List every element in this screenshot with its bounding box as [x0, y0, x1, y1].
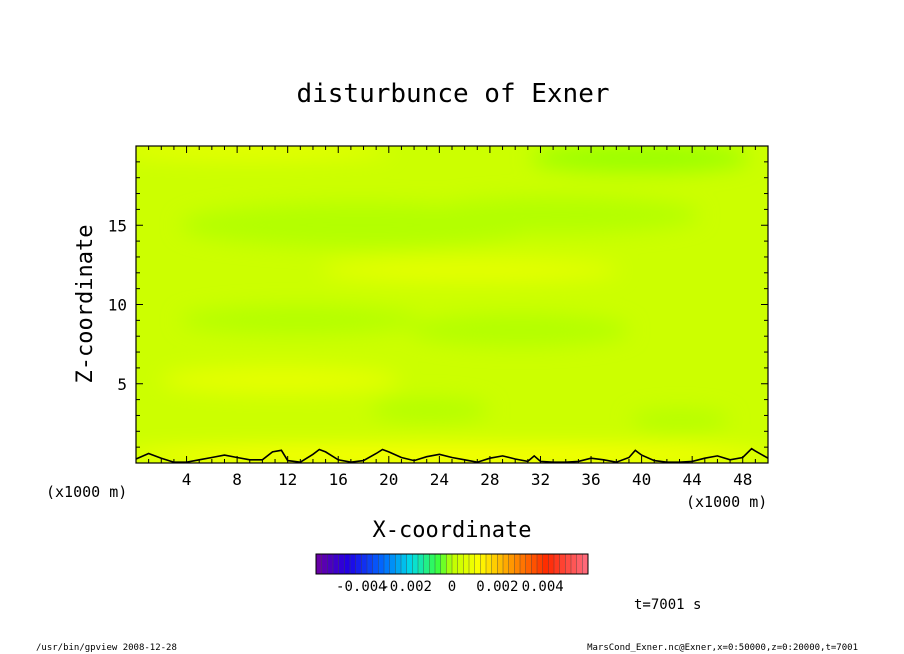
colorbar-cell	[355, 554, 362, 574]
field-patch-low	[410, 314, 630, 346]
colorbar-cell	[571, 554, 577, 574]
colorbar-cell	[333, 554, 339, 574]
colorbar-cell	[338, 554, 345, 574]
plot-area	[136, 146, 768, 463]
colorbar-labels: -0.004-0.002 0 0.002 0.004	[336, 579, 564, 595]
colorbar-cell	[497, 554, 504, 574]
y-tick-label: 15	[108, 216, 127, 235]
colorbar-cell	[350, 554, 356, 574]
colorbar-cell	[480, 554, 487, 574]
x-tick-label: 24	[430, 470, 449, 489]
x-axis-title: X-coordinate	[373, 518, 532, 543]
colorbar-cell	[537, 554, 543, 574]
colorbar-cell	[486, 554, 492, 574]
x-tick-label: 40	[632, 470, 651, 489]
x-tick-label: 16	[329, 470, 348, 489]
field-patch-lower	[530, 146, 750, 172]
colorbar-cell	[344, 554, 351, 574]
field-patch-low	[420, 197, 700, 233]
field-patch-high	[320, 258, 620, 282]
colorbar-cell	[525, 554, 532, 574]
x-axis: 4 8 12 16 20 24 28 32 36 40 44 48	[148, 146, 756, 489]
y-axis-title: Z-coordinate	[73, 225, 98, 384]
colorbar-cell	[514, 554, 521, 574]
y-tick-label: 10	[108, 296, 127, 315]
colorbar-cell	[491, 554, 498, 574]
colorbar-cell	[316, 554, 322, 574]
x-tick-label: 12	[278, 470, 297, 489]
colorbar-cell	[508, 554, 515, 574]
colorbar-cell	[429, 554, 436, 574]
colorbar-cell	[474, 554, 481, 574]
x-tick-label: 44	[683, 470, 702, 489]
colorbar-tick-label: 0.004	[522, 579, 564, 595]
colorbar-tick-label: -0.002	[381, 579, 432, 595]
colorbar-cell	[435, 554, 441, 574]
x-tick-label: 28	[480, 470, 499, 489]
colorbar-cell	[418, 554, 424, 574]
colorbar-cell	[440, 554, 447, 574]
colorbar-tick-label: 0	[448, 579, 456, 595]
field-patch-low	[180, 306, 420, 334]
field-variations	[136, 146, 768, 463]
colorbar-cell	[503, 554, 509, 574]
x-tick-label: 32	[531, 470, 550, 489]
colorbar-cell	[389, 554, 396, 574]
x-tick-label: 36	[581, 470, 600, 489]
colorbar-cell	[576, 554, 583, 574]
colorbar-cell	[463, 554, 470, 574]
chart-title: disturbunce of Exner	[296, 79, 609, 109]
colorbar-frame	[315, 553, 589, 575]
colorbar-cell	[531, 554, 538, 574]
colorbar-cell	[378, 554, 385, 574]
colorbar-cell	[565, 554, 572, 574]
field-patch-high	[160, 366, 400, 394]
colorbar-cell	[367, 554, 373, 574]
colorbar-cell	[452, 554, 458, 574]
colorbar: -0.004-0.002 0 0.002 0.004	[315, 553, 589, 595]
colorbar-cell	[412, 554, 419, 574]
y-axis: 5 10 15	[108, 161, 768, 448]
x-unit-left: (x1000 m)	[46, 483, 127, 501]
contour-line	[136, 447, 768, 463]
colorbar-cell	[520, 554, 526, 574]
colorbar-cell	[582, 554, 589, 574]
colorbar-cell	[559, 554, 566, 574]
colorbar-cell	[327, 554, 334, 574]
field-patch-low	[370, 398, 490, 422]
colorbar-tick-label: 0.002	[476, 579, 518, 595]
colorbar-tick-label: -0.004	[336, 579, 387, 595]
footer-right: MarsCond_Exner.nc@Exner,x=0:50000,z=0:20…	[587, 643, 858, 653]
colorbar-cell	[406, 554, 413, 574]
colorbar-cell	[446, 554, 453, 574]
x-tick-label: 8	[232, 470, 242, 489]
x-tick-label: 20	[379, 470, 398, 489]
y-tick-label: 5	[117, 375, 127, 394]
colorbar-cell	[361, 554, 368, 574]
footer-left: /usr/bin/gpview 2008-12-28	[36, 643, 177, 653]
field-patch-higher	[136, 445, 768, 463]
colorbar-cell	[542, 554, 549, 574]
colorbar-cell	[372, 554, 379, 574]
colorbar-cell	[395, 554, 402, 574]
colorbar-cell	[469, 554, 475, 574]
colorbar-cell	[548, 554, 555, 574]
field-patch-low	[630, 410, 730, 430]
x-tick-label: 4	[182, 470, 192, 489]
time-label: t=7001 s	[634, 597, 701, 613]
colorbar-cells	[315, 554, 589, 574]
colorbar-cell	[554, 554, 560, 574]
x-unit-right: (x1000 m)	[686, 493, 767, 511]
colorbar-cell	[384, 554, 390, 574]
x-tick-label: 48	[733, 470, 752, 489]
colorbar-cell	[401, 554, 407, 574]
colorbar-cell	[457, 554, 464, 574]
colorbar-cell	[321, 554, 328, 574]
colorbar-cell	[423, 554, 430, 574]
